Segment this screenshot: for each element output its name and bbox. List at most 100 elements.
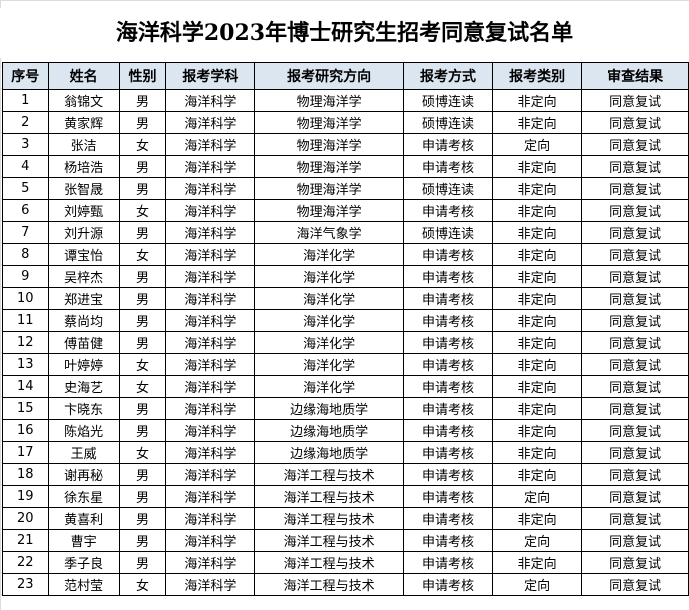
- cell-category[interactable]: 非定向: [492, 287, 583, 310]
- cell-method[interactable]: 申请考核: [402, 331, 494, 354]
- cell-name[interactable]: 陈焰光: [47, 419, 120, 442]
- cell-result[interactable]: 同意复试: [581, 133, 689, 156]
- cell-category[interactable]: 非定向: [492, 199, 583, 222]
- cell-direction[interactable]: 海洋工程与技术: [254, 485, 404, 508]
- cell-subject[interactable]: 海洋科学: [165, 199, 256, 222]
- cell-name[interactable]: 郑进宝: [47, 287, 120, 310]
- cell-index[interactable]: 12: [2, 331, 49, 354]
- cell-category[interactable]: 非定向: [492, 89, 583, 112]
- cell-gender[interactable]: 男: [118, 155, 167, 178]
- cell-result[interactable]: 同意复试: [581, 177, 689, 200]
- cell-index[interactable]: 9: [2, 265, 49, 288]
- cell-result[interactable]: 同意复试: [581, 573, 689, 596]
- cell-category[interactable]: 非定向: [492, 419, 583, 442]
- cell-index[interactable]: 6: [2, 199, 49, 222]
- cell-subject[interactable]: 海洋科学: [165, 287, 256, 310]
- cell-category[interactable]: 非定向: [492, 177, 583, 200]
- cell-gender[interactable]: 男: [118, 177, 167, 200]
- cell-name[interactable]: 黄喜利: [47, 507, 120, 530]
- cell-result[interactable]: 同意复试: [581, 287, 689, 310]
- cell-name[interactable]: 蔡尚均: [47, 309, 120, 332]
- cell-subject[interactable]: 海洋科学: [165, 89, 256, 112]
- cell-method[interactable]: 申请考核: [402, 375, 494, 398]
- cell-method[interactable]: 申请考核: [402, 199, 494, 222]
- cell-name[interactable]: 吴梓杰: [47, 265, 120, 288]
- cell-name[interactable]: 黄家辉: [47, 111, 120, 134]
- cell-gender[interactable]: 男: [118, 507, 167, 530]
- cell-name[interactable]: 翁锦文: [47, 89, 120, 112]
- cell-name[interactable]: 谭宝怡: [47, 243, 120, 266]
- cell-name[interactable]: 曹宇: [47, 529, 120, 552]
- cell-method[interactable]: 申请考核: [402, 353, 494, 376]
- cell-category[interactable]: 非定向: [492, 397, 583, 420]
- cell-gender[interactable]: 女: [118, 243, 167, 266]
- cell-result[interactable]: 同意复试: [581, 243, 689, 266]
- cell-category[interactable]: 定向: [492, 133, 583, 156]
- cell-direction[interactable]: 海洋化学: [254, 287, 404, 310]
- cell-index[interactable]: 11: [2, 309, 49, 332]
- cell-name[interactable]: 卞晓东: [47, 397, 120, 420]
- cell-category[interactable]: 非定向: [492, 551, 583, 574]
- cell-category[interactable]: 定向: [492, 529, 583, 552]
- cell-result[interactable]: 同意复试: [581, 375, 689, 398]
- cell-direction[interactable]: 海洋化学: [254, 265, 404, 288]
- cell-direction[interactable]: 海洋化学: [254, 243, 404, 266]
- cell-category[interactable]: 定向: [492, 573, 583, 596]
- cell-method[interactable]: 申请考核: [402, 463, 494, 486]
- cell-direction[interactable]: 物理海洋学: [254, 89, 404, 112]
- cell-category[interactable]: 非定向: [492, 375, 583, 398]
- cell-name[interactable]: 季子良: [47, 551, 120, 574]
- cell-index[interactable]: 22: [2, 551, 49, 574]
- cell-subject[interactable]: 海洋科学: [165, 243, 256, 266]
- cell-index[interactable]: 13: [2, 353, 49, 376]
- cell-result[interactable]: 同意复试: [581, 551, 689, 574]
- cell-subject[interactable]: 海洋科学: [165, 463, 256, 486]
- cell-index[interactable]: 18: [2, 463, 49, 486]
- cell-method[interactable]: 申请考核: [402, 529, 494, 552]
- cell-subject[interactable]: 海洋科学: [165, 133, 256, 156]
- cell-subject[interactable]: 海洋科学: [165, 353, 256, 376]
- cell-category[interactable]: 非定向: [492, 331, 583, 354]
- cell-method[interactable]: 申请考核: [402, 265, 494, 288]
- cell-result[interactable]: 同意复试: [581, 353, 689, 376]
- cell-gender[interactable]: 女: [118, 573, 167, 596]
- cell-subject[interactable]: 海洋科学: [165, 441, 256, 464]
- cell-category[interactable]: 非定向: [492, 441, 583, 464]
- cell-method[interactable]: 申请考核: [402, 309, 494, 332]
- cell-category[interactable]: 非定向: [492, 463, 583, 486]
- cell-direction[interactable]: 边缘海地质学: [254, 441, 404, 464]
- cell-result[interactable]: 同意复试: [581, 199, 689, 222]
- cell-result[interactable]: 同意复试: [581, 111, 689, 134]
- cell-index[interactable]: 2: [2, 111, 49, 134]
- cell-index[interactable]: 7: [2, 221, 49, 244]
- cell-subject[interactable]: 海洋科学: [165, 397, 256, 420]
- cell-method[interactable]: 申请考核: [402, 287, 494, 310]
- cell-direction[interactable]: 海洋工程与技术: [254, 507, 404, 530]
- cell-direction[interactable]: 海洋工程与技术: [254, 573, 404, 596]
- cell-category[interactable]: 非定向: [492, 309, 583, 332]
- cell-result[interactable]: 同意复试: [581, 155, 689, 178]
- cell-result[interactable]: 同意复试: [581, 529, 689, 552]
- cell-gender[interactable]: 男: [118, 309, 167, 332]
- cell-gender[interactable]: 女: [118, 375, 167, 398]
- cell-index[interactable]: 23: [2, 573, 49, 596]
- cell-direction[interactable]: 海洋化学: [254, 353, 404, 376]
- cell-result[interactable]: 同意复试: [581, 89, 689, 112]
- cell-method[interactable]: 申请考核: [402, 155, 494, 178]
- cell-gender[interactable]: 男: [118, 221, 167, 244]
- cell-name[interactable]: 史海艺: [47, 375, 120, 398]
- cell-category[interactable]: 非定向: [492, 111, 583, 134]
- cell-name[interactable]: 叶婷婷: [47, 353, 120, 376]
- cell-direction[interactable]: 物理海洋学: [254, 133, 404, 156]
- cell-category[interactable]: 非定向: [492, 265, 583, 288]
- cell-name[interactable]: 张智晟: [47, 177, 120, 200]
- cell-name[interactable]: 杨培浩: [47, 155, 120, 178]
- cell-name[interactable]: 徐东星: [47, 485, 120, 508]
- cell-category[interactable]: 非定向: [492, 221, 583, 244]
- cell-method[interactable]: 申请考核: [402, 133, 494, 156]
- cell-result[interactable]: 同意复试: [581, 397, 689, 420]
- cell-direction[interactable]: 海洋化学: [254, 331, 404, 354]
- cell-name[interactable]: 谢再秘: [47, 463, 120, 486]
- cell-direction[interactable]: 海洋工程与技术: [254, 463, 404, 486]
- cell-subject[interactable]: 海洋科学: [165, 331, 256, 354]
